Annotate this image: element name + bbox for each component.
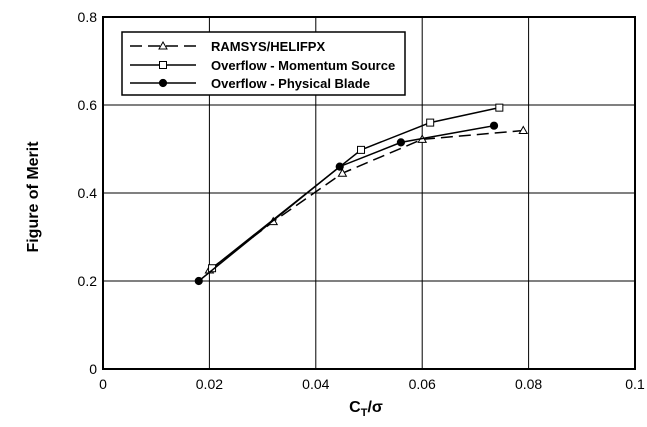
- y-tick-label-2: 0.4: [78, 185, 98, 201]
- series-2-point-3: [489, 121, 499, 130]
- x-tick-label-1: 0.02: [196, 376, 223, 392]
- series-2-point-0: [194, 276, 203, 286]
- y-tick-labels: 0 0.2 0.4 0.6 0.8: [78, 9, 98, 377]
- legend-marker-2: [158, 78, 168, 88]
- series-1-point-2: [426, 118, 435, 127]
- series-2-point-1: [335, 162, 344, 171]
- series-2: [194, 121, 499, 286]
- x-tick-label-5: 0.1: [625, 376, 645, 392]
- legend-marker-0: [158, 40, 168, 50]
- legend-label-0: RAMSYS/HELIFPX: [211, 39, 325, 54]
- legend-label-1: Overflow - Momentum Source: [211, 58, 395, 73]
- plot-border: [102, 16, 636, 370]
- x-tick-label-4: 0.08: [515, 376, 542, 392]
- y-tick-label-0: 0: [89, 361, 97, 377]
- x-axis-label: CT/σ: [349, 399, 383, 419]
- y-tick-label-3: 0.6: [78, 97, 98, 113]
- series-2-point-2: [396, 138, 406, 147]
- x-axis-label-main: C: [349, 399, 361, 416]
- plot-frame: [102, 16, 636, 370]
- x-tick-label-3: 0.06: [409, 376, 436, 392]
- series-2-line: [198, 124, 495, 282]
- series-1-point-1: [357, 145, 366, 154]
- x-tick-label-2: 0.04: [302, 376, 329, 392]
- x-axis-label-rest: /σ: [367, 399, 382, 416]
- data-series: [194, 103, 529, 286]
- y-axis-label: Figure of Merit: [25, 141, 42, 253]
- series-0-line: [208, 129, 524, 271]
- series-0-point-2: [337, 168, 348, 177]
- legend-label-2: Overflow - Physical Blade: [211, 76, 370, 91]
- legend-marker-1: [159, 61, 167, 69]
- x-axis-label-subscript: T: [361, 407, 368, 419]
- y-tick-label-1: 0.2: [78, 273, 98, 289]
- series-1: [208, 103, 504, 273]
- series-1-point-3: [495, 103, 504, 112]
- series-0-point-4: [518, 125, 529, 135]
- x-tick-label-0: 0: [99, 376, 107, 392]
- x-tick-labels: 0 0.02 0.04 0.06 0.08 0.1: [99, 376, 645, 392]
- y-tick-label-4: 0.8: [78, 9, 98, 25]
- legend-box: [121, 31, 406, 96]
- legend: RAMSYS/HELIFPX Overflow - Momentum Source…: [121, 31, 406, 96]
